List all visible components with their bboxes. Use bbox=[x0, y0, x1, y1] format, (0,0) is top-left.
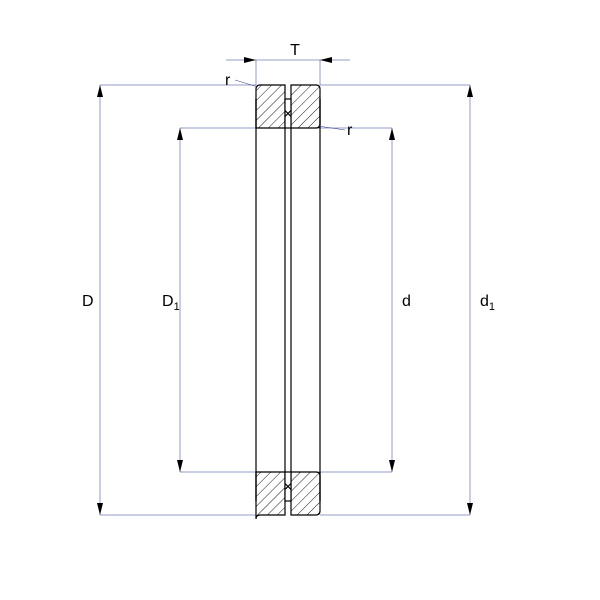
dim-label-T: T bbox=[290, 42, 300, 59]
left-washer-bottom bbox=[256, 472, 285, 519]
right-washer-top bbox=[291, 85, 320, 128]
dim-label-r-left: r bbox=[225, 72, 231, 89]
bearing-cross-section-diagram: T D D1 d d1 r r bbox=[0, 0, 600, 600]
dim-label: D bbox=[82, 293, 94, 310]
right-washer-bottom bbox=[291, 472, 320, 515]
dim-label-r-right: r bbox=[347, 122, 353, 139]
dim-label: d bbox=[402, 293, 411, 310]
left-washer-top bbox=[256, 85, 285, 128]
dim-label: D1 bbox=[162, 293, 180, 313]
dim-label: d1 bbox=[480, 293, 495, 313]
